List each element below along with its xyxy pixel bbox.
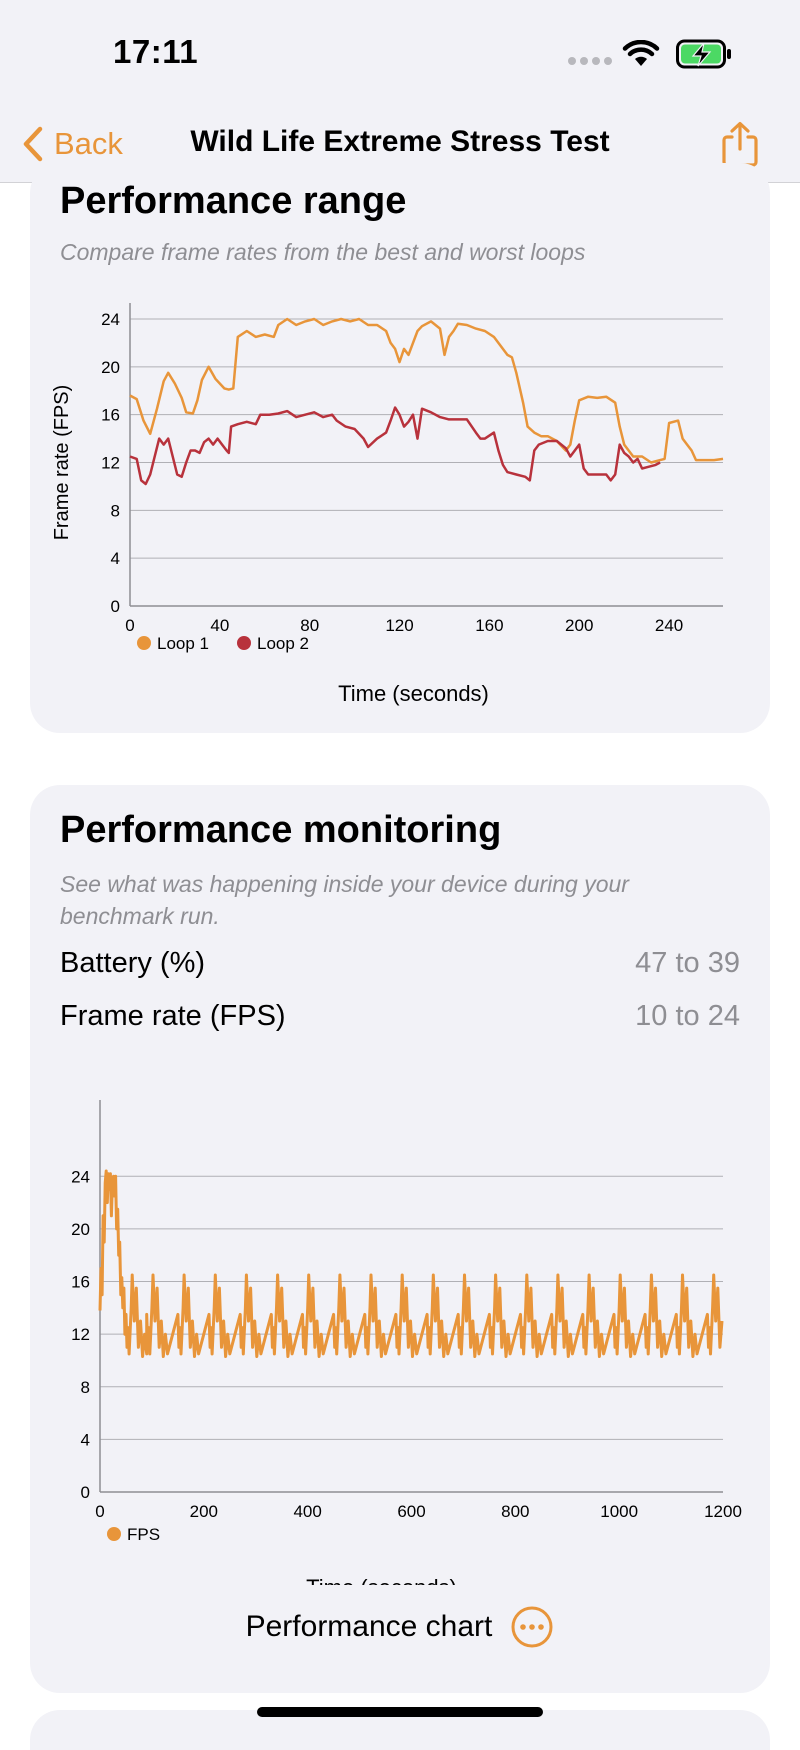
- x-tick-label: 400: [293, 1502, 321, 1521]
- y-tick-label: 4: [81, 1430, 90, 1449]
- x-axis-title: Time (seconds): [306, 1575, 457, 1585]
- content[interactable]: Performance range Compare frame rates fr…: [0, 163, 800, 1733]
- series-line-loop-1: [129, 317, 724, 464]
- x-tick-label: 240: [655, 616, 683, 635]
- frame-rate-label: Frame rate (FPS): [60, 1000, 286, 1032]
- y-tick-label: 8: [81, 1378, 90, 1397]
- y-tick-label: 12: [71, 1325, 90, 1344]
- x-tick-label: 80: [300, 616, 319, 635]
- y-tick-label: 20: [71, 1220, 90, 1239]
- legend-label: FPS: [127, 1525, 160, 1544]
- fps-monitoring-chart: 0 4 8 12 16 20 24 0 200 400 600 800 1000 1200 FPS Time …: [71, 1100, 742, 1585]
- status-time: 17:11: [113, 33, 199, 70]
- battery-label: Battery (%): [60, 947, 206, 979]
- x-tick-label: 0: [125, 616, 134, 635]
- x-tick-label: 800: [501, 1502, 529, 1521]
- battery-row: Battery (%) 47 to 39: [60, 947, 740, 980]
- wifi-icon: [622, 40, 660, 66]
- more-icon: [511, 1606, 553, 1648]
- performance-chart-label: Performance chart: [245, 1610, 493, 1643]
- performance-range-card: Performance range Compare frame rates fr…: [30, 163, 770, 733]
- frame-rate-row: Frame rate (FPS) 10 to 24: [60, 1000, 740, 1033]
- x-tick-label: 1200: [704, 1502, 742, 1521]
- legend-label: Loop 1: [157, 634, 209, 653]
- y-tick-label: 16: [71, 1273, 90, 1292]
- x-tick-label: 40: [210, 616, 229, 635]
- performance-chart-button[interactable]: Performance chart: [30, 1605, 770, 1649]
- y-tick-label: 16: [101, 406, 120, 425]
- y-tick-label: 24: [71, 1167, 90, 1186]
- legend-marker: [237, 636, 251, 650]
- y-tick-label: 0: [111, 597, 120, 616]
- performance-monitoring-subtitle: See what was happening inside your devic…: [60, 871, 629, 929]
- share-button[interactable]: [720, 120, 760, 168]
- x-tick-label: 200: [190, 1502, 218, 1521]
- status-bar: 17:11: [0, 0, 800, 110]
- y-tick-label: 0: [81, 1483, 90, 1502]
- x-tick-label: 600: [397, 1502, 425, 1521]
- legend-marker: [137, 636, 151, 650]
- back-label: Back: [54, 126, 123, 161]
- frame-rate-value: 10 to 24: [635, 1000, 740, 1032]
- x-tick-label: 200: [565, 616, 593, 635]
- series-line-loop-2: [129, 406, 661, 486]
- series-line-fps: [98, 1169, 724, 1358]
- legend-label: Loop 2: [257, 634, 309, 653]
- y-tick-label: 20: [101, 358, 120, 377]
- x-tick-label: 1000: [600, 1502, 638, 1521]
- x-tick-label: 160: [475, 616, 503, 635]
- x-tick-label: 120: [385, 616, 413, 635]
- page-title: Wild Life Extreme Stress Test: [190, 125, 610, 158]
- chevron-left-icon: [23, 126, 43, 162]
- x-tick-label: 0: [95, 1502, 104, 1521]
- performance-monitoring-title: Performance monitoring: [60, 809, 502, 851]
- legend-marker: [107, 1527, 121, 1541]
- signal-dots-icon: [568, 57, 612, 67]
- y-tick-label: 12: [101, 454, 120, 473]
- back-button[interactable]: Back: [22, 126, 123, 162]
- performance-range-subtitle: Compare frame rates from the best and wo…: [60, 239, 586, 265]
- performance-monitoring-card: Performance monitoring See what was happ…: [30, 785, 770, 1693]
- home-indicator[interactable]: [257, 1707, 543, 1717]
- y-tick-label: 24: [101, 310, 120, 329]
- x-axis-title: Time (seconds): [338, 681, 489, 706]
- y-tick-label: 4: [111, 549, 120, 568]
- battery-charging-icon: [676, 39, 731, 69]
- performance-range-title: Performance range: [60, 180, 407, 222]
- battery-value: 47 to 39: [635, 947, 740, 979]
- y-axis-title: Frame rate (FPS): [51, 385, 73, 541]
- y-tick-label: 8: [111, 501, 120, 520]
